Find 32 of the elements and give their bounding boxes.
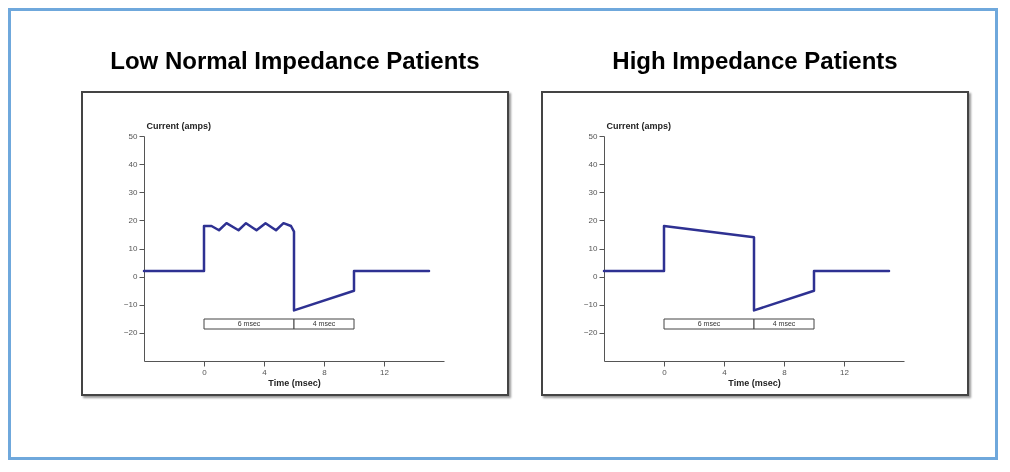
y-tick-label: 30 [128, 187, 139, 197]
y-tick-label: 0 [593, 272, 599, 282]
x-tick-label: 0 [662, 367, 668, 377]
x-tick-label: 4 [262, 367, 268, 377]
chart-title: Low Normal Impedance Patients [109, 46, 481, 76]
x-axis-title: Time (msec) [268, 377, 321, 388]
x-tick-label: 8 [322, 367, 328, 377]
y-tick-label: −20 [583, 328, 599, 338]
y-tick-label: −10 [123, 300, 139, 310]
line-series [142, 221, 431, 312]
y-tick-label: 10 [128, 244, 139, 253]
y-tick-label: 50 [588, 131, 599, 141]
y-tick-label: −20 [123, 328, 139, 338]
y-tick-label: 20 [128, 215, 139, 225]
x-tick-label: 12 [380, 367, 390, 377]
y-tick-label: 40 [588, 159, 599, 169]
y-tick-label: 10 [588, 244, 599, 253]
x-tick-label: 0 [202, 367, 208, 377]
y-axis-title: Current (amps) [146, 120, 212, 131]
x-tick-label: 4 [722, 367, 728, 377]
line-series [602, 224, 891, 312]
y-tick-label: 50 [128, 131, 139, 141]
x-axis-title: Time (msec) [728, 377, 781, 388]
y-tick-label: 40 [128, 159, 139, 169]
y-tick-label: −10 [583, 300, 599, 310]
y-tick-label: 0 [133, 272, 139, 282]
y-tick-label: 30 [588, 187, 599, 197]
x-tick-label: 8 [782, 367, 788, 377]
y-axis-title: Current (amps) [606, 120, 672, 131]
y-tick-label: 20 [588, 215, 599, 225]
x-tick-label: 12 [840, 367, 850, 377]
chart-title: High Impedance Patients [611, 46, 899, 76]
